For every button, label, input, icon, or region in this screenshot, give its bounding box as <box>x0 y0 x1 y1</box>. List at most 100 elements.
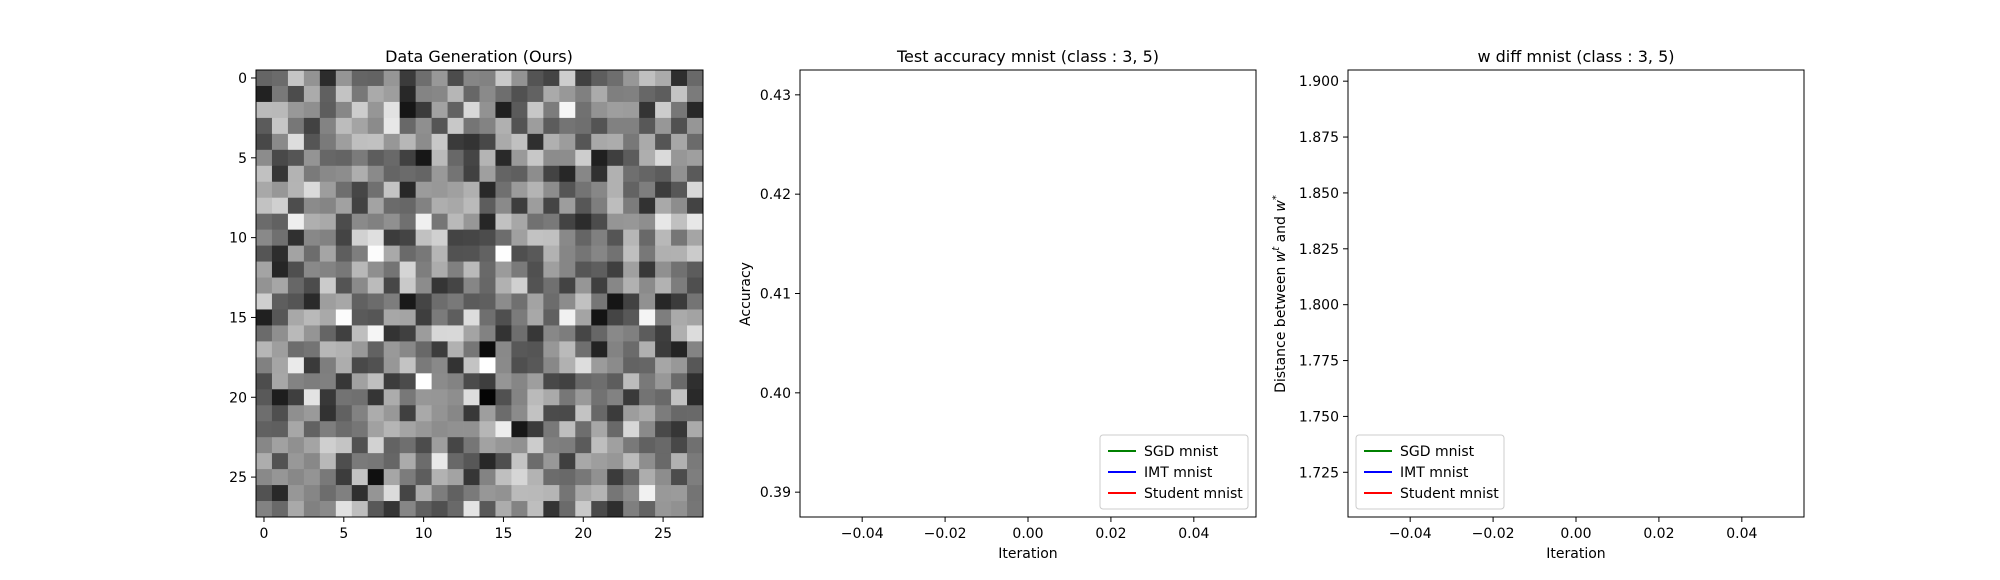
heatmap-cell <box>671 165 688 183</box>
heatmap-cell <box>415 181 432 199</box>
heatmap-cell <box>511 213 528 231</box>
wdiff-x-tick-label: 0.00 <box>1560 526 1591 542</box>
heatmap-cell <box>479 501 496 518</box>
heatmap-cell <box>575 197 592 215</box>
heatmap-cell <box>383 245 401 262</box>
heatmap-cell <box>623 261 640 278</box>
heatmap-cell <box>256 485 273 502</box>
heatmap-cell <box>511 421 528 438</box>
heatmap-x-tick-label: 15 <box>495 526 513 542</box>
heatmap-cell <box>655 101 672 119</box>
heatmap-cell <box>447 341 464 358</box>
heatmap-cell <box>383 197 401 215</box>
heatmap-cell <box>287 325 305 342</box>
heatmap-cell <box>479 165 496 183</box>
heatmap-cell <box>575 325 592 342</box>
heatmap-cell <box>351 373 369 390</box>
heatmap-cell <box>415 149 432 167</box>
heatmap-cell <box>256 421 273 438</box>
heatmap-cell <box>319 181 337 199</box>
heatmap-cell <box>591 181 608 199</box>
heatmap-cell <box>303 101 321 119</box>
heatmap-cell <box>671 149 688 167</box>
heatmap-cell <box>623 341 640 358</box>
heatmap-cell <box>527 309 544 326</box>
heatmap-cell <box>367 133 385 151</box>
heatmap-cell <box>671 197 688 215</box>
heatmap-cell <box>431 293 448 310</box>
heatmap-cell <box>527 197 544 215</box>
heatmap-cell <box>415 373 432 390</box>
heatmap-cell <box>335 85 353 103</box>
heatmap-cell <box>303 485 321 502</box>
heatmap-cell <box>655 485 672 502</box>
heatmap-cell <box>591 437 608 454</box>
heatmap-cell <box>303 437 321 454</box>
heatmap-cell <box>351 293 369 310</box>
heatmap-cell <box>495 341 512 358</box>
heatmap-cell <box>383 213 401 231</box>
heatmap-cell <box>591 389 608 406</box>
heatmap-cell <box>351 469 369 486</box>
heatmap-cell <box>415 421 432 438</box>
heatmap-cell <box>575 245 592 262</box>
heatmap-cell <box>303 165 321 183</box>
heatmap-frame <box>255 69 704 518</box>
heatmap-cell <box>687 133 704 151</box>
heatmap-cell <box>623 501 640 518</box>
heatmap-cell <box>447 325 464 342</box>
heatmap-cell <box>607 101 624 119</box>
heatmap-cell <box>319 149 337 167</box>
heatmap-cell <box>495 501 512 518</box>
heatmap-cell <box>527 117 544 135</box>
heatmap-cell <box>303 405 321 422</box>
heatmap-cell <box>575 389 592 406</box>
heatmap-cell <box>607 373 624 390</box>
heatmap-cell <box>399 453 417 470</box>
heatmap-cell <box>447 501 464 518</box>
heatmap-cell <box>287 213 305 231</box>
heatmap-cell <box>687 197 704 215</box>
heatmap-cell <box>383 437 401 454</box>
heatmap-cell <box>559 453 576 470</box>
heatmap-cell <box>319 213 337 231</box>
heatmap-cell <box>367 469 385 486</box>
wdiff-x-ticks: −0.04 −0.02 0.00 0.02 0.04 <box>1389 517 1757 542</box>
heatmap-cell <box>431 357 448 374</box>
heatmap-cell <box>479 101 496 119</box>
heatmap-cell <box>271 133 289 151</box>
heatmap-cell <box>367 165 385 183</box>
heatmap-cell <box>271 245 289 262</box>
heatmap-cell <box>511 325 528 342</box>
heatmap-cell <box>655 325 672 342</box>
heatmap-cell <box>671 85 688 103</box>
heatmap-cell <box>639 325 656 342</box>
heatmap-cell <box>287 389 305 406</box>
wdiff-y-tick-label: 1.900 <box>1299 74 1339 90</box>
heatmap-cell <box>271 357 289 374</box>
heatmap-cell <box>367 197 385 215</box>
heatmap-cell <box>623 469 640 486</box>
heatmap-cell <box>367 245 385 262</box>
heatmap-cell <box>463 229 480 246</box>
heatmap-cell <box>447 85 464 103</box>
heatmap-cell <box>287 357 305 374</box>
heatmap-cell <box>447 277 464 294</box>
heatmap-cell <box>415 261 432 278</box>
heatmap-cell <box>671 421 688 438</box>
heatmap-cell <box>639 117 656 135</box>
heatmap-cell <box>527 421 544 438</box>
heatmap-cell <box>383 165 401 183</box>
heatmap-cell <box>511 245 528 262</box>
heatmap-cell <box>575 261 592 278</box>
heatmap-cell <box>335 405 353 422</box>
heatmap-cell <box>351 485 369 502</box>
heatmap-cell <box>447 309 464 326</box>
heatmap-cell <box>399 357 417 374</box>
heatmap-cell <box>479 70 496 87</box>
heatmap-cell <box>511 341 528 358</box>
heatmap-cell <box>447 485 464 502</box>
heatmap-cell <box>559 213 576 231</box>
heatmap-cell <box>495 389 512 406</box>
heatmap-cell <box>287 101 305 119</box>
